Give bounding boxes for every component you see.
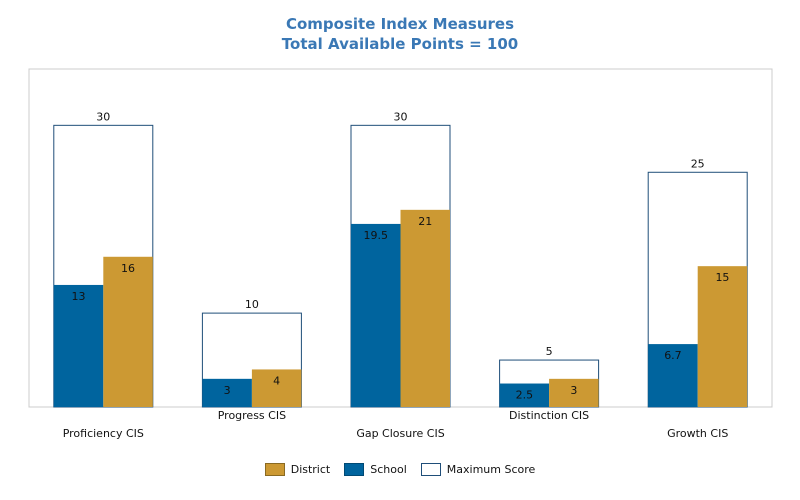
- category-label-growth-cis: Growth CIS: [667, 427, 728, 440]
- district-label-progress-cis: 4: [273, 374, 280, 387]
- chart-subtitle: Total Available Points = 100: [281, 35, 519, 53]
- school-label-progress-cis: 3: [224, 384, 231, 397]
- legend-swatch-district: [264, 463, 285, 476]
- district-bar-distinction-cis: [549, 378, 599, 407]
- district-label-proficiency-cis: 16: [121, 262, 135, 275]
- legend-swatch-school: [344, 463, 365, 476]
- school-bar-gap-closure-cis: [351, 223, 401, 407]
- district-label-distinction-cis: 3: [570, 384, 577, 397]
- legend-label-district: District: [290, 463, 331, 476]
- school-bar-progress-cis: [202, 378, 252, 407]
- school-bar-growth-cis: [648, 344, 698, 407]
- district-bar-gap-closure-cis: [400, 209, 450, 407]
- max-label-proficiency-cis: 30: [96, 110, 110, 123]
- school-bar-proficiency-cis: [53, 284, 104, 407]
- max-label-gap-closure-cis: 30: [394, 110, 408, 123]
- school-label-gap-closure-cis: 19.5: [364, 229, 389, 242]
- bar-chart: 30 13 16 Proficiency CIS 10 3 4 Progress CIS 30 1…: [28, 68, 773, 440]
- legend-swatch-maximum-score: [420, 463, 441, 476]
- school-label-growth-cis: 6.7: [664, 349, 682, 362]
- chart-title: Composite Index Measures: [285, 15, 515, 33]
- district-label-gap-closure-cis: 21: [418, 215, 432, 228]
- legend-item-district: District: [264, 463, 331, 476]
- district-label-growth-cis: 15: [715, 271, 729, 284]
- category-label-proficiency-cis: Proficiency CIS: [63, 427, 144, 440]
- school-label-proficiency-cis: 13: [72, 290, 86, 303]
- max-label-distinction-cis: 5: [546, 345, 553, 358]
- max-label-progress-cis: 10: [245, 298, 259, 311]
- max-label-growth-cis: 25: [691, 157, 705, 170]
- district-bar-progress-cis: [251, 369, 302, 407]
- chart-legend: District School Maximum Score: [0, 463, 800, 476]
- category-label-gap-closure-cis: Gap Closure CIS: [356, 427, 444, 440]
- legend-item-school: School: [344, 463, 407, 476]
- district-bar-growth-cis: [697, 266, 748, 407]
- legend-label-maximum-score: Maximum Score: [446, 463, 536, 476]
- category-label-progress-cis: Progress CIS: [218, 409, 286, 422]
- legend-item-maximum-score: Maximum Score: [420, 463, 536, 476]
- legend-label-school: School: [370, 463, 407, 476]
- district-bar-proficiency-cis: [103, 256, 153, 407]
- category-label-distinction-cis: Distinction CIS: [509, 409, 589, 422]
- school-bar-distinction-cis: [499, 383, 550, 407]
- school-label-distinction-cis: 2.5: [516, 389, 534, 402]
